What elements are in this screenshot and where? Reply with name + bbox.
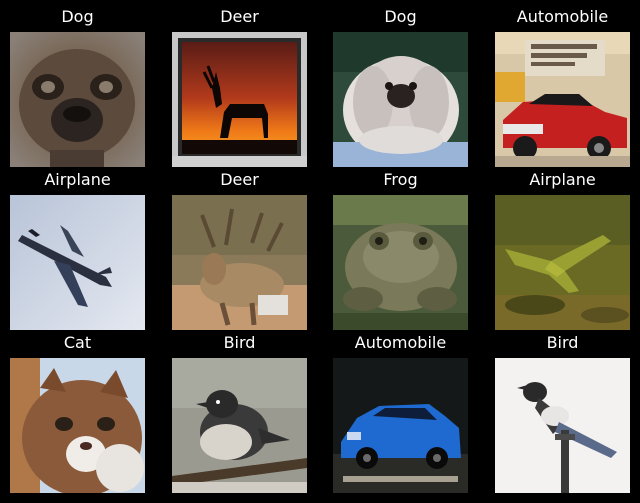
airplane-photo (10, 195, 145, 330)
dog-photo (10, 32, 145, 167)
image-label: Automobile (516, 7, 609, 26)
image-label: Dog (61, 7, 94, 26)
image-label: Cat (63, 333, 92, 352)
automobile-photo (495, 32, 630, 167)
cat-photo (10, 358, 145, 493)
frog-photo (333, 195, 468, 330)
bird-photo (495, 358, 630, 493)
automobile-photo (333, 358, 468, 493)
image-label: Bird (546, 333, 579, 352)
image-label: Airplane (44, 170, 111, 189)
image-label: Bird (223, 333, 256, 352)
dog-photo (333, 32, 468, 167)
deer-photo (172, 195, 307, 330)
image-label: Frog (383, 170, 418, 189)
deer-photo (172, 32, 307, 167)
image-label: Airplane (529, 170, 596, 189)
image-label: Deer (220, 7, 259, 26)
bird-photo (172, 358, 307, 493)
image-label: Automobile (354, 333, 447, 352)
image-label: Deer (220, 170, 259, 189)
image-label: Dog (384, 7, 417, 26)
airplane-photo (495, 195, 630, 330)
